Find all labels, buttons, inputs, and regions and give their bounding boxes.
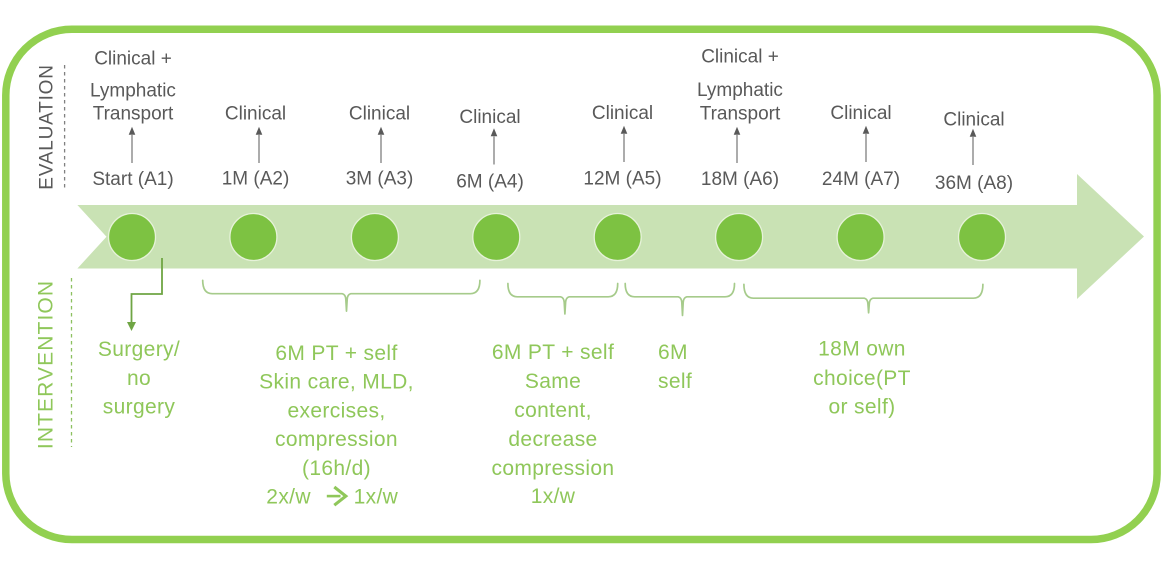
svg-text:Clinical: Clinical (459, 107, 520, 128)
svg-text:choice(PT: choice(PT (813, 367, 911, 390)
svg-text:Clinical: Clinical (225, 104, 286, 125)
svg-text:1x/w: 1x/w (531, 485, 576, 508)
svg-text:1x/w: 1x/w (354, 486, 399, 509)
svg-text:Clinical: Clinical (349, 104, 410, 125)
svg-text:18M own: 18M own (818, 338, 906, 361)
svg-text:Transport: Transport (93, 104, 174, 125)
svg-text:(16h/d): (16h/d) (302, 457, 371, 480)
svg-text:compression: compression (492, 457, 615, 480)
svg-text:EVALUATION: EVALUATION (37, 64, 58, 190)
svg-text:6M (A4): 6M (A4) (456, 172, 524, 193)
svg-text:Clinical: Clinical (943, 110, 1004, 131)
svg-text:Same: Same (525, 370, 581, 393)
svg-text:or self): or self) (829, 396, 896, 419)
svg-text:Clinical: Clinical (830, 103, 891, 124)
svg-text:Clinical +: Clinical + (94, 49, 172, 70)
svg-text:Lymphatic: Lymphatic (697, 80, 783, 101)
svg-text:Transport: Transport (700, 104, 781, 125)
svg-text:6M: 6M (658, 341, 688, 364)
svg-text:decrease: decrease (508, 428, 597, 451)
svg-text:6M PT + self: 6M PT + self (275, 342, 397, 365)
svg-text:Clinical: Clinical (592, 103, 653, 124)
svg-text:surgery: surgery (103, 396, 176, 419)
svg-text:18M (A6): 18M (A6) (701, 169, 779, 190)
svg-text:INTERVENTION: INTERVENTION (35, 280, 58, 449)
svg-text:content,: content, (514, 399, 592, 422)
svg-text:self: self (658, 370, 692, 393)
svg-text:Clinical +: Clinical + (701, 47, 779, 68)
svg-text:exercises,: exercises, (287, 399, 385, 422)
svg-text:Skin care, MLD,: Skin care, MLD, (259, 371, 414, 394)
svg-text:Surgery/: Surgery/ (98, 338, 180, 361)
svg-text:Start (A1): Start (A1) (92, 169, 173, 190)
svg-text:36M (A8): 36M (A8) (935, 173, 1013, 194)
svg-text:24M (A7): 24M (A7) (822, 169, 900, 190)
svg-text:compression: compression (275, 428, 398, 451)
svg-text:6M PT + self: 6M PT + self (492, 341, 614, 364)
svg-text:Lymphatic: Lymphatic (90, 81, 176, 102)
svg-text:12M (A5): 12M (A5) (583, 169, 661, 190)
svg-text:no: no (127, 367, 151, 390)
svg-text:3M (A3): 3M (A3) (346, 169, 414, 190)
svg-text:1M (A2): 1M (A2) (222, 169, 290, 190)
svg-text:2x/w: 2x/w (266, 486, 311, 509)
